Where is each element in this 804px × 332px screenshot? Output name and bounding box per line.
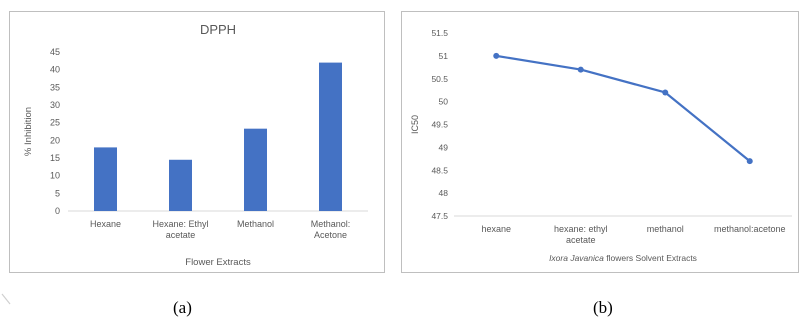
bar: [169, 159, 192, 211]
data-point: [746, 158, 753, 165]
y-tick-label: 35: [50, 82, 60, 92]
y-tick-label: 20: [50, 135, 60, 145]
y-axis-title: % Inhibition: [23, 107, 34, 156]
bar: [319, 62, 342, 211]
x-tick-label: Acetone: [314, 230, 347, 240]
y-tick-label: 30: [50, 100, 60, 110]
y-axis-title: IC50: [410, 115, 420, 134]
y-tick-label: 40: [50, 65, 60, 75]
x-tick-label: Hexane: Ethyl: [152, 219, 208, 229]
caption-a: (a): [173, 298, 192, 317]
x-tick-label: Methanol:: [311, 219, 351, 229]
y-tick-label: 49: [439, 142, 449, 152]
data-point: [493, 52, 500, 59]
bar: [94, 147, 117, 211]
bar-chart-svg: DPPH 0 5 10 15 20 25 30 35 40 45 Hexane Hexane: Ethy…: [23, 22, 368, 268]
y-tick-label: 51: [439, 51, 449, 61]
y-tick-label: 10: [50, 171, 60, 181]
data-point: [577, 66, 584, 73]
y-tick-label: 0: [55, 206, 60, 216]
x-axis-title-part: Ixora Javanica: [549, 253, 604, 263]
x-tick-label: hexane: [481, 224, 511, 234]
y-tick-label: 5: [55, 188, 60, 198]
x-tick-label: acetate: [166, 230, 196, 240]
corner-mark-decoration: [1, 293, 11, 305]
bar: [244, 128, 267, 211]
y-tick-label: 15: [50, 153, 60, 163]
y-tick-label: 45: [50, 47, 60, 57]
line-chart-svg: 47.5 48 48.5 49 49.5 50 50.5 51 51.5 hexane hexane…: [410, 28, 792, 263]
chart-panel-a: DPPH 0 5 10 15 20 25 30 35 40 45 Hexane Hexane: Ethy…: [9, 11, 385, 273]
x-tick-label: hexane: ethyl: [554, 224, 608, 234]
y-tick-label: 47.5: [431, 211, 448, 221]
x-axis-title: Flower Extracts: [185, 257, 251, 268]
series-line: [496, 54, 751, 162]
chart-panel-b: 47.5 48 48.5 49 49.5 50 50.5 51 51.5 hexane hexane…: [401, 11, 799, 273]
y-tick-label: 51.5: [431, 28, 448, 38]
y-tick-label: 50.5: [431, 74, 448, 84]
data-point: [662, 89, 669, 96]
x-tick-label: Hexane: [90, 219, 121, 229]
y-tick-label: 25: [50, 118, 60, 128]
y-tick-label: 50: [439, 97, 449, 107]
x-tick-label: Methanol: [237, 219, 274, 229]
y-tick-label: 48.5: [431, 165, 448, 175]
x-axis-title-part: flowers Solvent Extracts: [604, 253, 697, 263]
y-tick-label: 49.5: [431, 120, 448, 130]
x-tick-label: acetate: [566, 235, 596, 245]
chart-title: DPPH: [200, 22, 236, 37]
caption-b: (b): [593, 298, 613, 317]
x-tick-label: methanol:acetone: [714, 224, 786, 234]
x-tick-label: methanol: [647, 224, 684, 234]
x-axis-title: Ixora Javanica flowers Solvent Extracts: [549, 253, 697, 263]
y-tick-label: 48: [439, 188, 449, 198]
